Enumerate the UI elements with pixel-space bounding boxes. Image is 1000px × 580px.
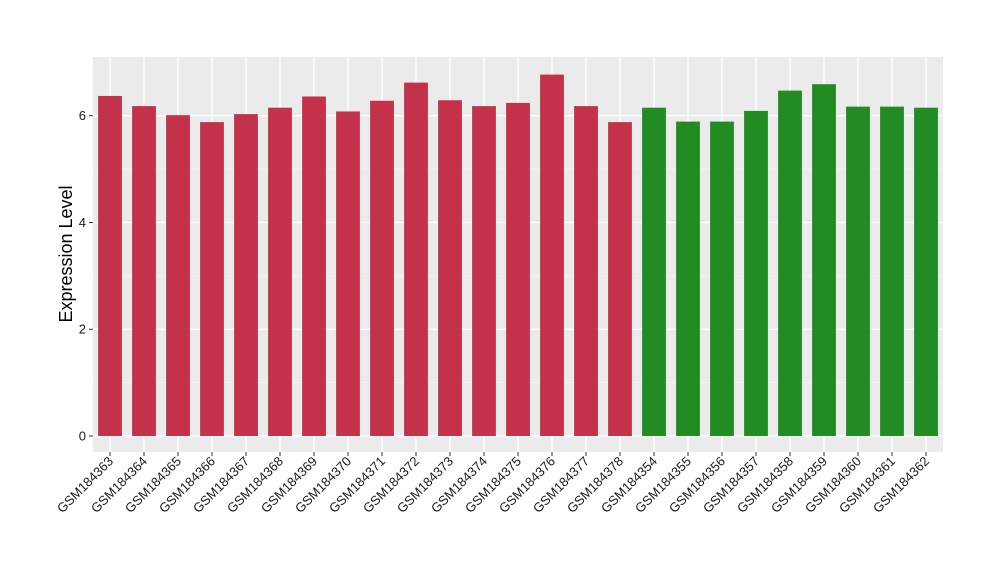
bar [642, 107, 666, 436]
y-tick-label: 6 [79, 108, 86, 123]
y-tick-label: 2 [79, 322, 86, 337]
bar [914, 107, 938, 436]
bar [98, 95, 122, 436]
bars [98, 74, 938, 436]
bar [710, 121, 734, 436]
bar [370, 100, 394, 436]
bar [404, 82, 428, 436]
bar [166, 115, 190, 436]
bar [302, 96, 326, 436]
bar [574, 106, 598, 436]
y-axis-title: Expression Level [56, 185, 76, 322]
bar [200, 122, 224, 436]
bar [778, 90, 802, 436]
bar [438, 100, 462, 436]
bar [812, 84, 836, 436]
bar [676, 121, 700, 436]
y-axis: 0 2 4 6 [79, 108, 93, 443]
bar [744, 110, 768, 436]
bar [336, 111, 360, 436]
bar [506, 102, 530, 436]
bar [608, 122, 632, 436]
bar [132, 106, 156, 436]
bar [234, 114, 258, 436]
bar [880, 106, 904, 436]
y-tick-label: 4 [79, 215, 86, 230]
bar [540, 74, 564, 436]
x-axis: GSM184363GSM184364GSM184365GSM184366GSM1… [54, 452, 932, 516]
bar [472, 106, 496, 436]
bar [268, 107, 292, 436]
bar [846, 106, 870, 436]
y-tick-label: 0 [79, 428, 86, 443]
